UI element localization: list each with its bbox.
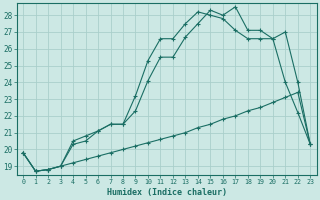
X-axis label: Humidex (Indice chaleur): Humidex (Indice chaleur) [107,188,227,197]
